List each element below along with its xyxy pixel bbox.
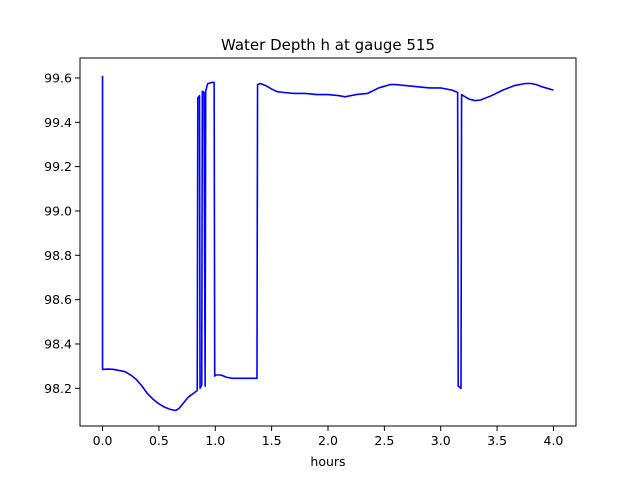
y-tick-label: 98.6 [44, 292, 72, 307]
x-tick-label: 0.5 [149, 433, 169, 448]
x-tick-label: 2.5 [374, 433, 394, 448]
y-tick-label: 99.4 [44, 115, 72, 130]
x-tick-label: 1.0 [205, 433, 225, 448]
y-tick-label: 99.0 [44, 203, 72, 218]
x-axis-ticks: 0.0 0.5 1.0 1.5 2.0 2.5 3.0 3.5 4.0 [93, 426, 564, 448]
x-tick-label: 1.5 [262, 433, 282, 448]
y-tick-label: 98.8 [44, 248, 72, 263]
y-axis-ticks: 98.2 98.4 98.6 98.8 99.0 99.2 99.4 99.6 [44, 70, 80, 396]
y-tick-label: 99.6 [44, 70, 72, 85]
x-tick-label: 3.0 [431, 433, 451, 448]
data-series-line [101, 75, 554, 412]
y-tick-label: 98.4 [44, 336, 72, 351]
y-tick-label: 98.2 [44, 381, 72, 396]
y-tick-label: 99.2 [44, 159, 72, 174]
x-tick-label: 0.0 [93, 433, 113, 448]
x-tick-label: 2.0 [318, 433, 338, 448]
x-tick-label: 3.5 [487, 433, 507, 448]
chart-title: Water Depth h at gauge 515 [221, 36, 435, 54]
x-axis-label: hours [310, 454, 345, 469]
x-tick-label: 4.0 [544, 433, 564, 448]
